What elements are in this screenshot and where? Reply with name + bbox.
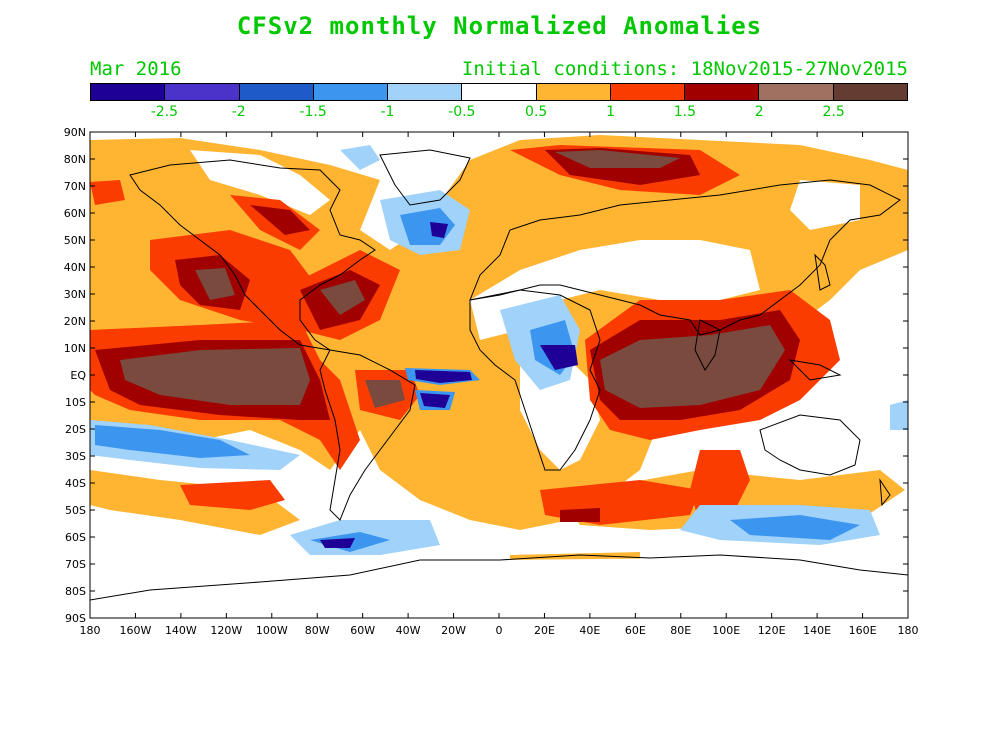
lat-label: 10S [65, 396, 86, 409]
lon-label: 100W [256, 624, 288, 637]
map-axes: 90N 80N 70N 60N 50N 40N 30N 20N 10N EQ 10S 20S 30S 40… [64, 126, 919, 637]
lon-label: 20E [534, 624, 555, 637]
lon-label: 160E [849, 624, 877, 637]
colorbar-segment [833, 84, 907, 100]
initial-conditions-label: Initial conditions: 18Nov2015-27Nov2015 [461, 58, 908, 80]
colorbar-segment [165, 84, 240, 100]
colorbar-segment [313, 84, 389, 100]
lat-label: EQ [70, 369, 86, 382]
colorbar-label: 1.5 [673, 104, 697, 120]
lon-label: 180 [80, 624, 101, 637]
lat-label: 80N [64, 153, 86, 166]
lat-label: 40N [64, 261, 86, 274]
lon-label: 60E [625, 624, 646, 637]
lon-label: 140W [165, 624, 197, 637]
colorbar-label: -1 [380, 104, 395, 120]
colorbar-segment [91, 84, 166, 100]
lat-label: 40S [65, 477, 86, 490]
lat-label: 20S [65, 423, 86, 436]
lon-label: 180 [898, 624, 919, 637]
lon-label: 80W [305, 624, 330, 637]
lat-label: 30N [64, 288, 86, 301]
colorbar-segment [388, 84, 463, 100]
valid-month-label: Mar 2016 [90, 58, 182, 80]
colorbar-segment [610, 84, 686, 100]
lat-label: 10N [64, 342, 86, 355]
lon-label: 100E [712, 624, 740, 637]
colorbar-labels: -2.5 -2 -1.5 -1 -0.5 0.5 1 1.5 2 2.5 [90, 104, 908, 122]
colorbar [90, 83, 908, 101]
lat-label: 70N [64, 180, 86, 193]
colorbar-segment [239, 84, 314, 100]
coastlines [90, 149, 908, 601]
colorbar-segment [536, 84, 611, 100]
lon-label: 60W [350, 624, 375, 637]
chart-title: CFSv2 monthly Normalized Anomalies [236, 12, 763, 40]
colorbar-label: 2 [754, 104, 764, 120]
lon-label: 80E [670, 624, 691, 637]
colorbar-label: -0.5 [448, 104, 476, 120]
lon-label: 120W [210, 624, 242, 637]
colorbar-label: 2.5 [822, 104, 845, 120]
colorbar-segment [759, 84, 834, 100]
lon-label: 160W [120, 624, 152, 637]
anomaly-positive-4 [120, 150, 785, 408]
lat-label: 80S [65, 585, 86, 598]
lat-label: 30S [65, 450, 86, 463]
colorbar-label: -1.5 [299, 104, 327, 120]
colorbar-segment [685, 84, 760, 100]
colorbar-label: 0.5 [525, 104, 548, 120]
anomaly-field [90, 132, 908, 618]
lat-label: 60S [65, 531, 86, 544]
lon-label: 40E [579, 624, 600, 637]
lat-label: 90N [64, 126, 86, 139]
lon-label: 140E [803, 624, 831, 637]
lat-label: 70S [65, 558, 86, 571]
lon-label: 0 [496, 624, 503, 637]
lat-label: 50S [65, 504, 86, 517]
anomaly-negative-3 [320, 222, 578, 548]
lon-label: 120E [758, 624, 786, 637]
colorbar-label: 1 [606, 104, 615, 120]
colorbar-label: -2 [231, 104, 246, 120]
lat-label: 50N [64, 234, 86, 247]
lon-label: 20W [441, 624, 466, 637]
lat-label: 90S [65, 612, 86, 625]
lat-label: 20N [64, 315, 86, 328]
lat-label: 60N [64, 207, 86, 220]
colorbar-segment [462, 84, 537, 100]
lon-label: 40W [396, 624, 421, 637]
colorbar-label: -2.5 [150, 104, 179, 120]
